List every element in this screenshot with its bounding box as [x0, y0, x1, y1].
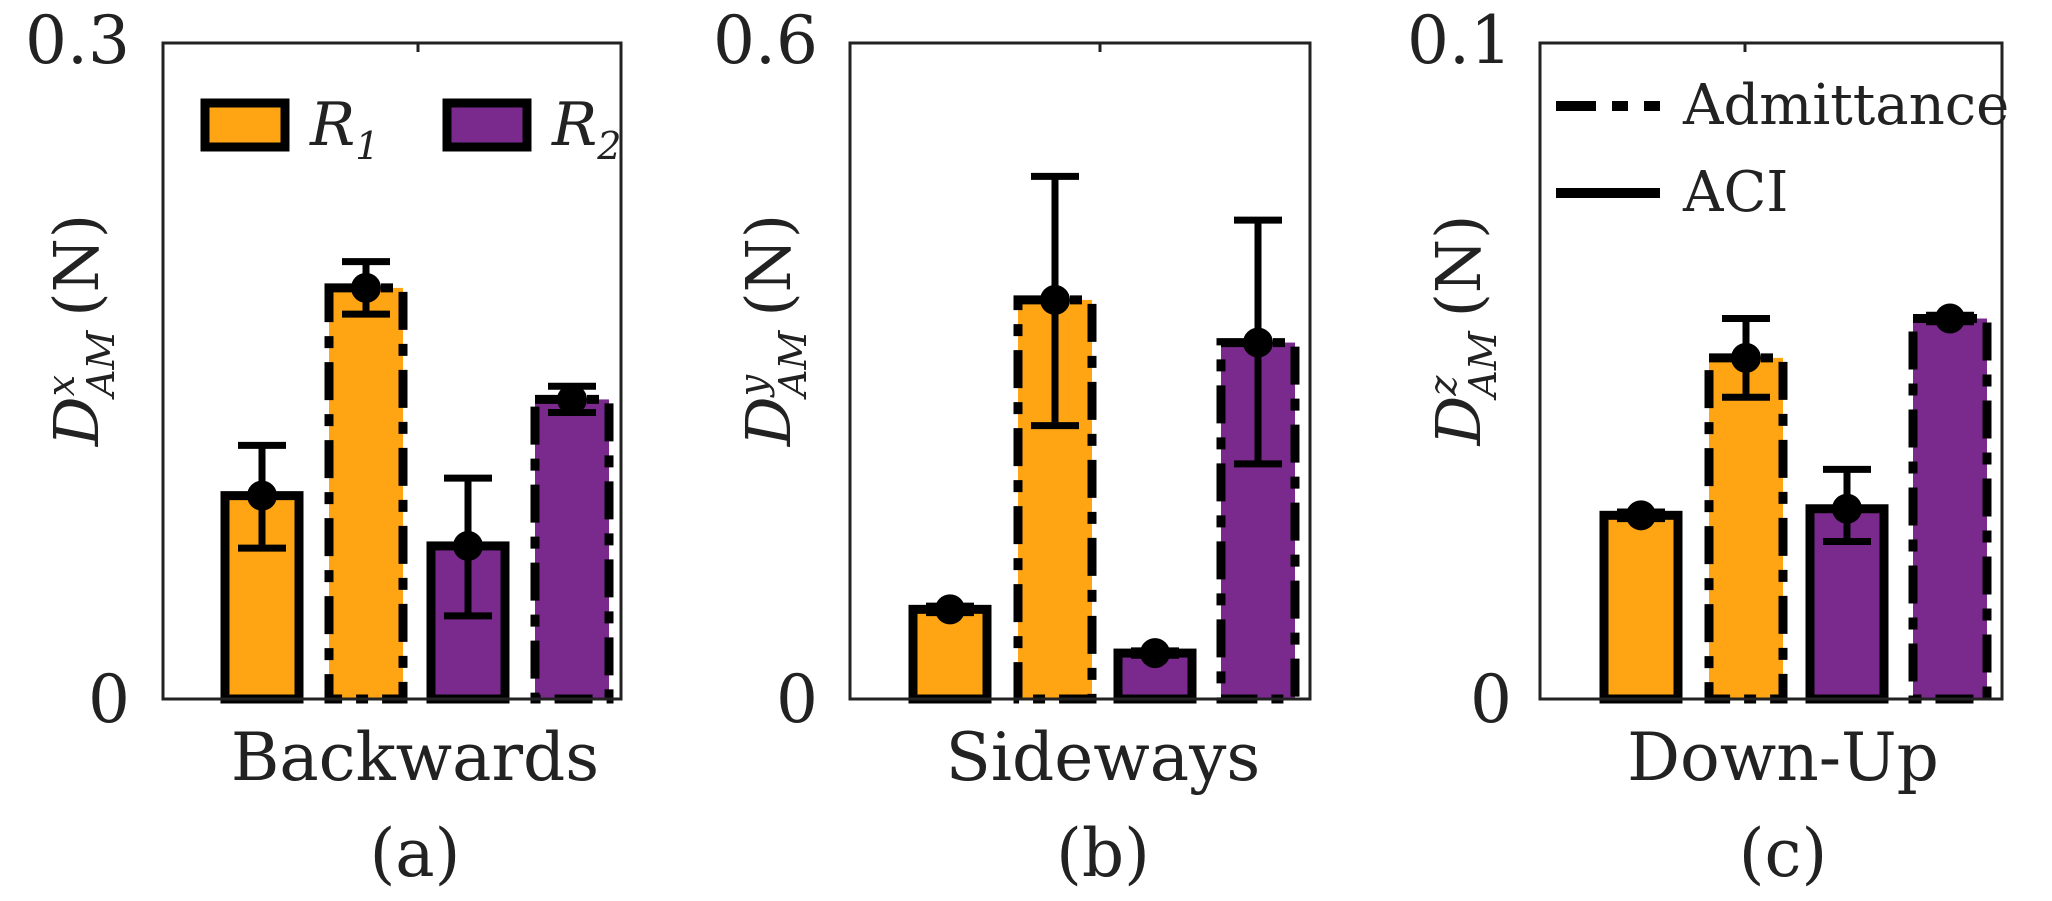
legend-r2-label: R2	[551, 90, 621, 168]
y-tick-zero-c: 0	[1470, 661, 1512, 738]
mean-marker-b-1	[935, 594, 965, 625]
y-axis-label-b: DyAM(N)	[731, 214, 815, 447]
y-tick-top-b: 0.6	[713, 2, 818, 79]
bar-c-r1-admittance	[1704, 353, 1788, 704]
plot-frame-c	[1538, 41, 2004, 701]
mean-marker-b-2	[1040, 284, 1070, 315]
panel-b: DyAM(N) 0.6 0 Sideways (b)	[713, 2, 1312, 892]
mean-marker-a-1	[247, 480, 277, 511]
bars-c	[1599, 303, 1992, 704]
y-axis-label-a: DxAM(N)	[39, 214, 123, 447]
legend-r1-label: R1	[309, 90, 379, 168]
panel-c: DzAM(N) 0.1 0 Down-Up (c) Admittance ACI	[1407, 2, 2009, 892]
plot-frame-b	[848, 41, 1312, 701]
mean-marker-a-3	[453, 530, 483, 561]
caption-c: (c)	[1739, 815, 1827, 892]
panel-a: DxAM(N) 0.3 0 Backwards (a) R1 R2	[25, 2, 623, 892]
mean-marker-a-4	[557, 384, 587, 415]
caption-b: (b)	[1056, 815, 1150, 892]
plot-frame-a	[161, 41, 623, 701]
bar-c-r1-aci	[1599, 510, 1683, 704]
bars-a	[220, 258, 614, 704]
mean-marker-c-1	[1626, 500, 1656, 531]
y-tick-top-c: 0.1	[1407, 2, 1512, 79]
y-tick-zero-b: 0	[776, 661, 818, 738]
legend-robots: R1 R2	[200, 90, 621, 168]
mean-marker-b-3	[1140, 638, 1170, 669]
caption-a: (a)	[370, 815, 461, 892]
legend-methods: Admittance ACI	[1556, 73, 2009, 225]
legend-r1-swatch	[200, 98, 290, 152]
x-label-a: Backwards	[231, 719, 599, 796]
x-label-b: Sideways	[946, 719, 1261, 796]
legend-admittance-label: Admittance	[1682, 73, 2009, 138]
mean-marker-c-2	[1731, 342, 1761, 373]
legend-r2-swatch	[442, 98, 532, 152]
bars-b	[908, 172, 1300, 704]
y-tick-top-a: 0.3	[25, 2, 130, 79]
mean-marker-c-4	[1935, 303, 1965, 334]
y-axis-label-c: DzAM(N)	[1421, 215, 1505, 447]
bar-a-r1-admittance	[324, 283, 408, 704]
legend-aci-label: ACI	[1682, 160, 1788, 225]
mean-marker-b-4	[1243, 327, 1273, 358]
bar-c-r2-admittance	[1908, 314, 1992, 704]
mean-marker-c-3	[1832, 493, 1862, 524]
mean-marker-a-2	[351, 272, 381, 303]
bar-a-r2-admittance	[530, 394, 614, 704]
x-label-c: Down-Up	[1627, 719, 1939, 796]
y-tick-zero-a: 0	[88, 661, 130, 738]
